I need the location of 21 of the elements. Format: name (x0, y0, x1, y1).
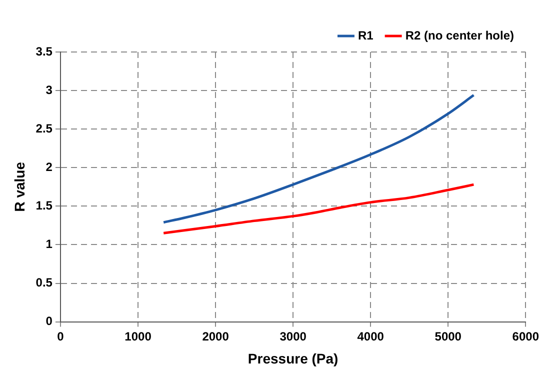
y-tick-label: 3 (46, 82, 53, 97)
y-tick-label: 1 (46, 237, 53, 252)
legend-label: R1 (358, 28, 374, 42)
y-tick-label: 2.5 (36, 121, 53, 136)
y-axis-title: R value (11, 162, 28, 212)
x-tick-label: 5000 (434, 329, 462, 344)
y-tick-label: 2 (46, 160, 53, 174)
x-tick-label: 0 (57, 329, 64, 344)
x-tick-label: 6000 (512, 329, 540, 344)
x-tick-label: 4000 (357, 329, 384, 344)
x-tick-label: 1000 (124, 329, 152, 344)
x-tick-label: 3000 (280, 329, 307, 344)
legend-label: R2 (no center hole) (405, 28, 514, 42)
line-series (162, 183, 475, 234)
x-axis-title: Pressure (Pa) (248, 350, 338, 366)
y-tick-label: 0 (46, 314, 53, 328)
y-tick-label: 1.5 (36, 198, 53, 212)
y-tick-label: 0.5 (36, 276, 53, 290)
x-tick-label: 2000 (202, 329, 230, 344)
line-series (162, 94, 475, 224)
y-tick-label: 3.5 (36, 44, 53, 58)
